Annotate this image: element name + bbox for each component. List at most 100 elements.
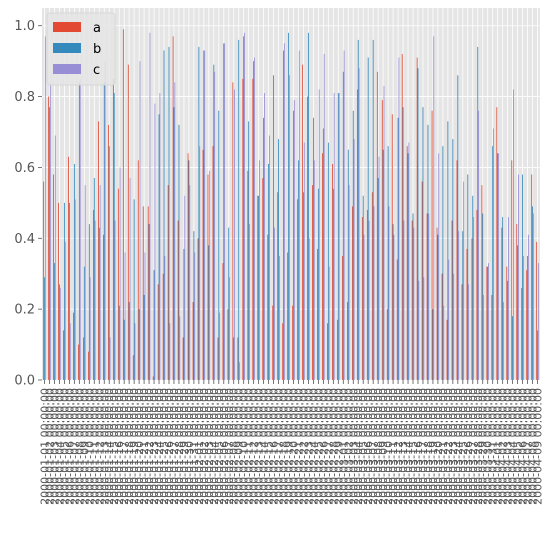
x-tick-label: 2000-02-27 00:00:00: [322, 388, 335, 505]
bar-b: [322, 128, 324, 380]
x-tick-label: 2000-03-31 00:00:00: [487, 388, 500, 505]
x-tick-label: 2000-02-06 00:00:00: [218, 388, 231, 505]
bar-a: [172, 36, 174, 380]
x-tick-label: 2000-01-29 00:00:00: [178, 388, 191, 505]
bar-c: [423, 277, 425, 380]
bar-a: [58, 202, 60, 380]
plot-background: [42, 8, 540, 380]
bar-c: [259, 160, 260, 380]
bar-c: [522, 256, 524, 380]
bar-a: [411, 220, 413, 380]
bar-b: [118, 305, 120, 380]
bar-c: [214, 71, 216, 381]
bar-c: [84, 185, 86, 380]
bar-b: [63, 202, 65, 380]
x-tick-label: 2000-04-03 00:00:00: [502, 388, 515, 505]
bar-c: [398, 57, 400, 380]
bar-a: [501, 227, 503, 380]
bar-a: [257, 195, 259, 380]
x-tick-label: 2000-04-06 00:00:00: [517, 388, 530, 505]
bar-c: [288, 75, 290, 381]
bar-b: [243, 36, 245, 380]
x-tick-label: 2000-02-18 00:00:00: [278, 388, 291, 505]
bar-b: [138, 309, 140, 380]
bar-a: [127, 64, 129, 380]
x-tick-label: 2000-02-14 00:00:00: [258, 388, 271, 505]
bar-c: [164, 256, 166, 380]
x-tick-label: 2000-03-23 00:00:00: [447, 388, 460, 505]
bar-c: [89, 277, 91, 380]
x-tick-label: 2000-03-15 00:00:00: [407, 388, 420, 505]
bar-a: [332, 163, 333, 380]
bar-b: [512, 316, 514, 380]
bar-a: [192, 302, 194, 380]
bar-a: [516, 224, 518, 380]
bar-a: [352, 206, 353, 380]
bar-b: [133, 199, 135, 380]
x-tick-label: 2000-02-01 00:00:00: [193, 388, 206, 505]
bar-a: [63, 330, 64, 380]
bar-a: [262, 178, 264, 380]
x-tick-label: 2000-02-29 00:00:00: [332, 388, 345, 505]
bar-c: [229, 277, 230, 380]
bar-a: [371, 192, 373, 380]
bar-b: [332, 188, 334, 380]
bar-c: [179, 316, 181, 380]
bar-b: [382, 149, 384, 380]
x-tick-label: 2000-01-08 00:00:00: [73, 388, 86, 505]
bar-c: [54, 135, 56, 380]
bar-b: [68, 202, 70, 380]
x-tick-label: 2000-01-26 00:00:00: [163, 388, 176, 505]
bar-b: [88, 224, 90, 380]
bar-c: [199, 146, 201, 380]
bar-a: [312, 185, 313, 380]
bar-a: [68, 156, 69, 380]
x-tick-label: 2000-02-26 00:00:00: [317, 388, 330, 505]
x-tick-label: 2000-01-13 00:00:00: [98, 388, 111, 505]
x-tick-label: 2000-01-09 00:00:00: [78, 388, 91, 505]
bar-a: [376, 71, 378, 381]
bar-b: [158, 114, 160, 381]
bar-b: [268, 163, 270, 380]
legend-label-c: c: [93, 63, 100, 78]
bar-c: [139, 61, 141, 381]
bar-c: [94, 220, 96, 380]
bar-c: [513, 89, 514, 380]
bar-b: [238, 39, 240, 381]
bar-c: [104, 61, 106, 381]
bar-b: [128, 302, 130, 380]
bar-c: [109, 337, 111, 380]
x-tick-label: 2000-01-31 00:00:00: [188, 388, 201, 505]
bar-b: [392, 224, 394, 380]
bar-b: [208, 245, 210, 380]
bar-b: [487, 266, 489, 380]
bar-b: [497, 153, 499, 380]
bar-b: [248, 121, 250, 380]
bar-b: [198, 46, 200, 380]
bar-b: [342, 71, 344, 381]
bar-a: [227, 309, 229, 380]
bar-c: [59, 287, 61, 380]
bar-b: [223, 43, 225, 381]
bar-a: [267, 234, 269, 380]
bar-a: [117, 188, 119, 380]
bar-c: [269, 135, 270, 380]
bar-c: [64, 241, 66, 380]
bar-a: [456, 160, 458, 380]
bar-b: [442, 146, 444, 380]
bar-a: [222, 263, 224, 380]
bar-b: [188, 160, 190, 380]
x-tick-label: 2000-02-11 00:00:00: [243, 388, 256, 505]
x-tick-label: 2000-02-21 00:00:00: [292, 388, 305, 505]
bar-a: [107, 124, 109, 381]
bar-c: [338, 93, 340, 381]
bar-a: [381, 100, 383, 380]
x-tick-label: 2000-04-04 00:00:00: [507, 388, 520, 505]
x-tick-label: 2000-03-28 00:00:00: [472, 388, 485, 505]
x-tick-label: 2000-02-02 00:00:00: [198, 388, 211, 505]
bar-a: [347, 302, 348, 380]
bar-c: [189, 185, 191, 380]
bar-a: [356, 89, 358, 380]
bar-a: [252, 78, 254, 380]
bar-c: [358, 68, 360, 380]
